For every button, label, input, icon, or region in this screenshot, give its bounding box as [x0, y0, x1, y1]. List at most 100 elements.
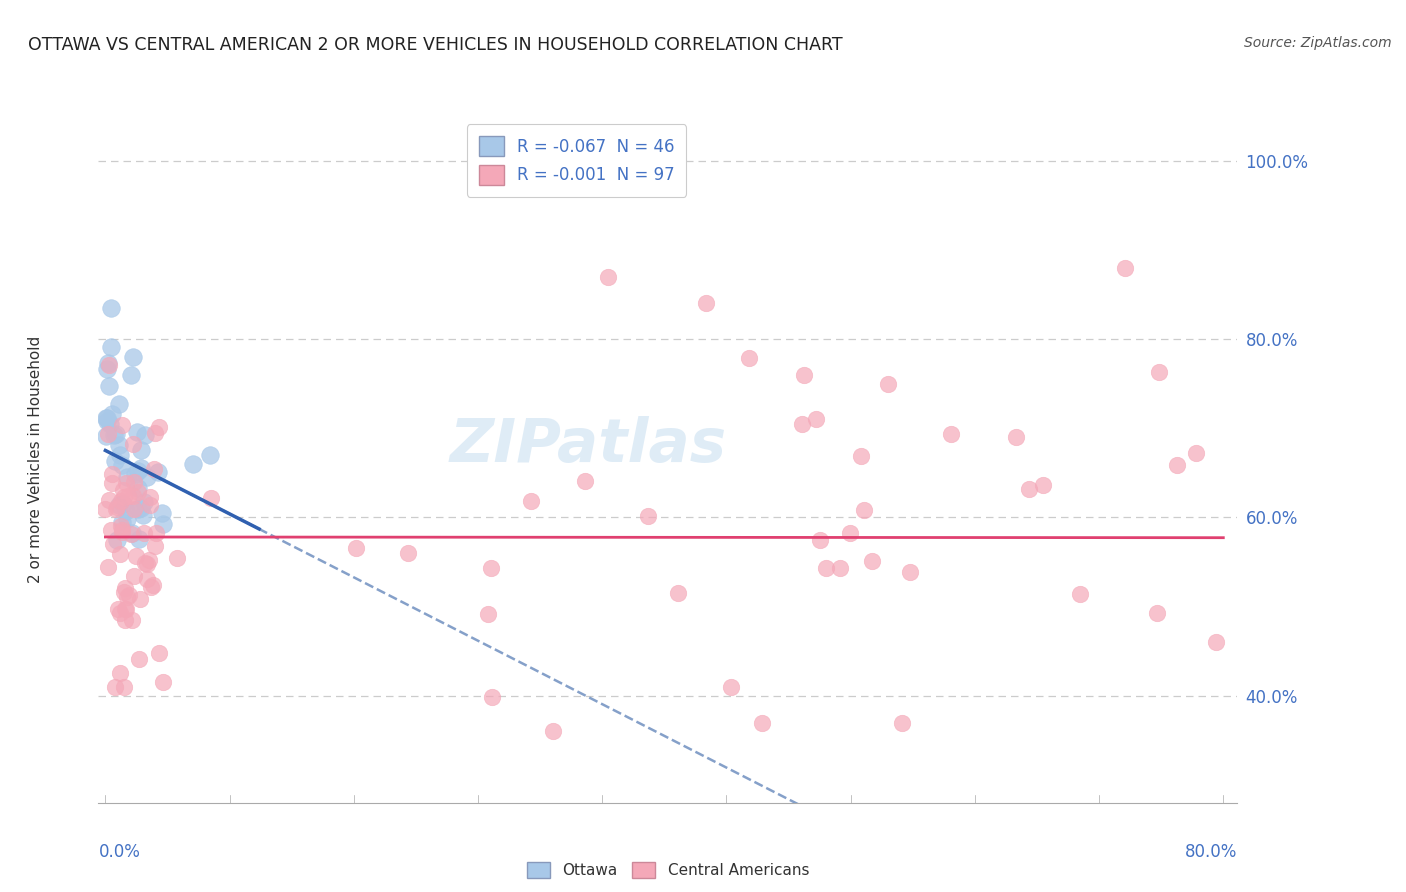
Point — [890, 715, 912, 730]
Point — [132, 526, 155, 541]
Point — [98, 492, 121, 507]
Point — [344, 541, 367, 555]
Point — [94, 502, 117, 516]
Point — [104, 426, 127, 441]
Point — [738, 351, 761, 365]
Point — [122, 475, 145, 489]
Point — [1149, 365, 1171, 379]
Point — [100, 340, 122, 354]
Point — [108, 606, 131, 620]
Point — [110, 519, 132, 533]
Point — [114, 613, 136, 627]
Point — [481, 690, 503, 704]
Point — [104, 501, 127, 516]
Point — [828, 561, 851, 575]
Point — [129, 460, 152, 475]
Point — [125, 425, 148, 439]
Point — [96, 361, 118, 376]
Point — [128, 592, 150, 607]
Point — [127, 481, 149, 495]
Point — [112, 483, 135, 497]
Point — [100, 417, 122, 431]
Point — [101, 467, 124, 482]
Point — [128, 532, 150, 546]
Point — [111, 515, 134, 529]
Point — [200, 448, 222, 462]
Point — [1069, 586, 1091, 600]
Point — [598, 269, 620, 284]
Point — [139, 490, 162, 504]
Point — [101, 475, 124, 490]
Point — [939, 427, 962, 442]
Point — [138, 498, 160, 512]
Point — [152, 674, 174, 689]
Point — [128, 502, 150, 516]
Point — [110, 666, 132, 681]
Point — [115, 601, 138, 615]
Point — [117, 490, 139, 504]
Point — [1166, 458, 1188, 472]
Point — [131, 443, 153, 458]
Point — [124, 467, 146, 481]
Point — [148, 419, 170, 434]
Point — [148, 646, 170, 660]
Point — [97, 427, 120, 442]
Point — [839, 525, 862, 540]
Point — [117, 591, 139, 605]
Point — [142, 578, 165, 592]
Point — [121, 437, 143, 451]
Point — [877, 376, 900, 391]
Point — [120, 526, 142, 541]
Point — [166, 551, 188, 566]
Point — [135, 470, 157, 484]
Point — [110, 448, 132, 462]
Point — [101, 407, 124, 421]
Point — [146, 465, 169, 479]
Point — [122, 569, 145, 583]
Text: 2 or more Vehicles in Household: 2 or more Vehicles in Household — [28, 335, 42, 583]
Point — [860, 554, 883, 568]
Point — [143, 539, 166, 553]
Point — [145, 526, 167, 541]
Point — [114, 581, 136, 595]
Point — [132, 495, 155, 509]
Point — [108, 437, 131, 451]
Point — [122, 489, 145, 503]
Point — [112, 680, 135, 694]
Text: ZIPatlas: ZIPatlas — [450, 417, 727, 475]
Point — [96, 356, 118, 370]
Point — [107, 601, 129, 615]
Point — [103, 427, 125, 442]
Point — [751, 715, 773, 730]
Point — [111, 458, 134, 473]
Legend: Ottawa, Central Americans: Ottawa, Central Americans — [520, 856, 815, 885]
Point — [142, 461, 165, 475]
Point — [96, 411, 118, 425]
Point — [115, 476, 138, 491]
Point — [121, 613, 143, 627]
Point — [100, 523, 122, 537]
Point — [100, 301, 122, 315]
Point — [1114, 260, 1136, 275]
Point — [128, 652, 150, 666]
Point — [111, 523, 134, 537]
Point — [127, 485, 149, 500]
Point — [132, 508, 155, 523]
Point — [200, 491, 222, 506]
Point — [141, 580, 163, 594]
Point — [134, 556, 156, 570]
Point — [105, 500, 128, 514]
Point — [129, 501, 152, 516]
Point — [122, 502, 145, 516]
Point — [103, 537, 125, 551]
Text: Source: ZipAtlas.com: Source: ZipAtlas.com — [1244, 36, 1392, 50]
Point — [112, 584, 135, 599]
Point — [94, 411, 117, 425]
Point — [1005, 430, 1028, 444]
Point — [136, 572, 159, 586]
Point — [111, 524, 134, 539]
Point — [108, 547, 131, 561]
Point — [695, 296, 717, 310]
Point — [520, 494, 543, 508]
Point — [115, 504, 138, 518]
